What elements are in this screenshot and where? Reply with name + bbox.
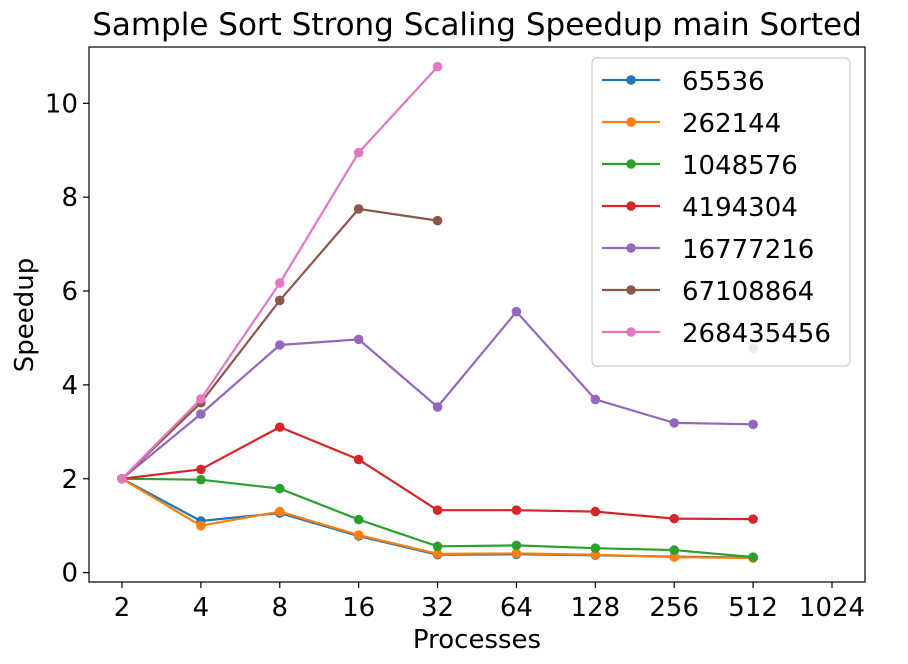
legend-label: 268435456 — [682, 319, 831, 349]
legend-marker — [626, 243, 636, 253]
data-point — [196, 394, 206, 404]
legend-marker — [626, 201, 636, 211]
data-point — [274, 422, 285, 432]
legend-item: 4194304 — [602, 193, 798, 223]
data-point — [274, 506, 285, 517]
data-point — [432, 505, 443, 515]
data-point — [511, 306, 522, 317]
series-line — [121, 425, 754, 521]
legend-item: 268435456 — [602, 319, 831, 349]
data-point — [274, 295, 285, 306]
data-point — [196, 520, 206, 531]
y-tick-label: 0 — [61, 559, 78, 589]
x-tick-label: 256 — [649, 593, 699, 623]
data-point — [669, 545, 680, 555]
data-point — [117, 473, 127, 484]
plot-frame — [88, 46, 866, 583]
legend-label: 4194304 — [682, 193, 798, 223]
x-tick-label: 512 — [728, 593, 778, 623]
legend-label: 65536 — [682, 67, 765, 97]
data-point — [196, 409, 206, 419]
y-tick-label: 8 — [61, 183, 78, 213]
data-point — [590, 549, 601, 560]
x-tick-label: 64 — [500, 593, 533, 623]
x-tick-label: 2 — [114, 593, 131, 623]
y-tick-label: 2 — [61, 465, 78, 495]
y-tick-label: 6 — [61, 277, 78, 307]
data-point — [511, 540, 522, 551]
x-tick-label: 16 — [342, 593, 375, 623]
x-tick-label: 4 — [193, 593, 210, 623]
legend-item: 67108864 — [602, 277, 814, 307]
data-point — [590, 543, 601, 554]
legend-marker — [626, 285, 636, 295]
x-tick-label: 8 — [272, 593, 289, 623]
y-axis-ticks: 0 2 4 6 8 10 — [45, 89, 89, 589]
data-point — [353, 454, 364, 465]
legend-marker — [626, 117, 636, 127]
x-tick-label: 128 — [571, 593, 621, 623]
legend-item: 16777216 — [602, 235, 814, 265]
data-point — [353, 147, 364, 158]
data-point — [748, 514, 758, 524]
data-point — [511, 505, 522, 515]
data-point — [196, 464, 206, 475]
data-point — [432, 215, 443, 226]
data-point — [590, 506, 601, 517]
legend-label: 1048576 — [682, 151, 798, 181]
series-4194304 — [117, 422, 758, 524]
x-axis-ticks: 2 4 8 16 32 64 128 256 512 1024 — [114, 582, 865, 623]
data-point — [274, 483, 285, 494]
data-point — [432, 402, 443, 412]
legend-item: 262144 — [602, 109, 781, 139]
data-point — [432, 61, 443, 72]
series-line — [121, 65, 439, 480]
data-point — [353, 530, 364, 540]
series-262144 — [117, 473, 758, 563]
data-point — [669, 513, 680, 524]
data-point — [748, 552, 758, 562]
y-axis-label: Speedup — [10, 258, 40, 373]
data-point — [669, 552, 680, 562]
legend-label: 67108864 — [682, 277, 814, 307]
data-point — [669, 418, 680, 428]
data-point — [353, 334, 364, 345]
plot-area — [88, 46, 866, 583]
legend-marker — [626, 159, 636, 169]
legend-label: 262144 — [682, 109, 781, 139]
data-point — [432, 541, 443, 552]
legend-marker — [626, 75, 636, 85]
series-layer — [117, 61, 758, 563]
legend-item: 1048576 — [602, 151, 798, 181]
y-tick-label: 10 — [45, 89, 78, 119]
y-tick-label: 4 — [61, 371, 78, 401]
x-tick-label: 1024 — [799, 593, 865, 623]
legend-label: 16777216 — [682, 235, 814, 265]
x-tick-label: 32 — [421, 593, 454, 623]
x-axis-label: Processes — [413, 625, 541, 655]
data-point — [432, 549, 443, 559]
series-268435456 — [117, 61, 443, 484]
legend-item: 65536 — [602, 67, 765, 97]
data-point — [274, 278, 285, 288]
data-point — [353, 514, 364, 525]
data-point — [274, 340, 285, 350]
data-point — [590, 394, 601, 405]
data-point — [353, 204, 364, 214]
chart-title: Sample Sort Strong Scaling Speedup main … — [92, 7, 862, 43]
data-point — [511, 548, 522, 559]
data-point — [748, 419, 758, 430]
legend: 65536 262144 1048576 4194304 16777216 6710886… — [591, 57, 851, 367]
legend-marker — [626, 327, 636, 337]
data-point — [196, 474, 206, 485]
